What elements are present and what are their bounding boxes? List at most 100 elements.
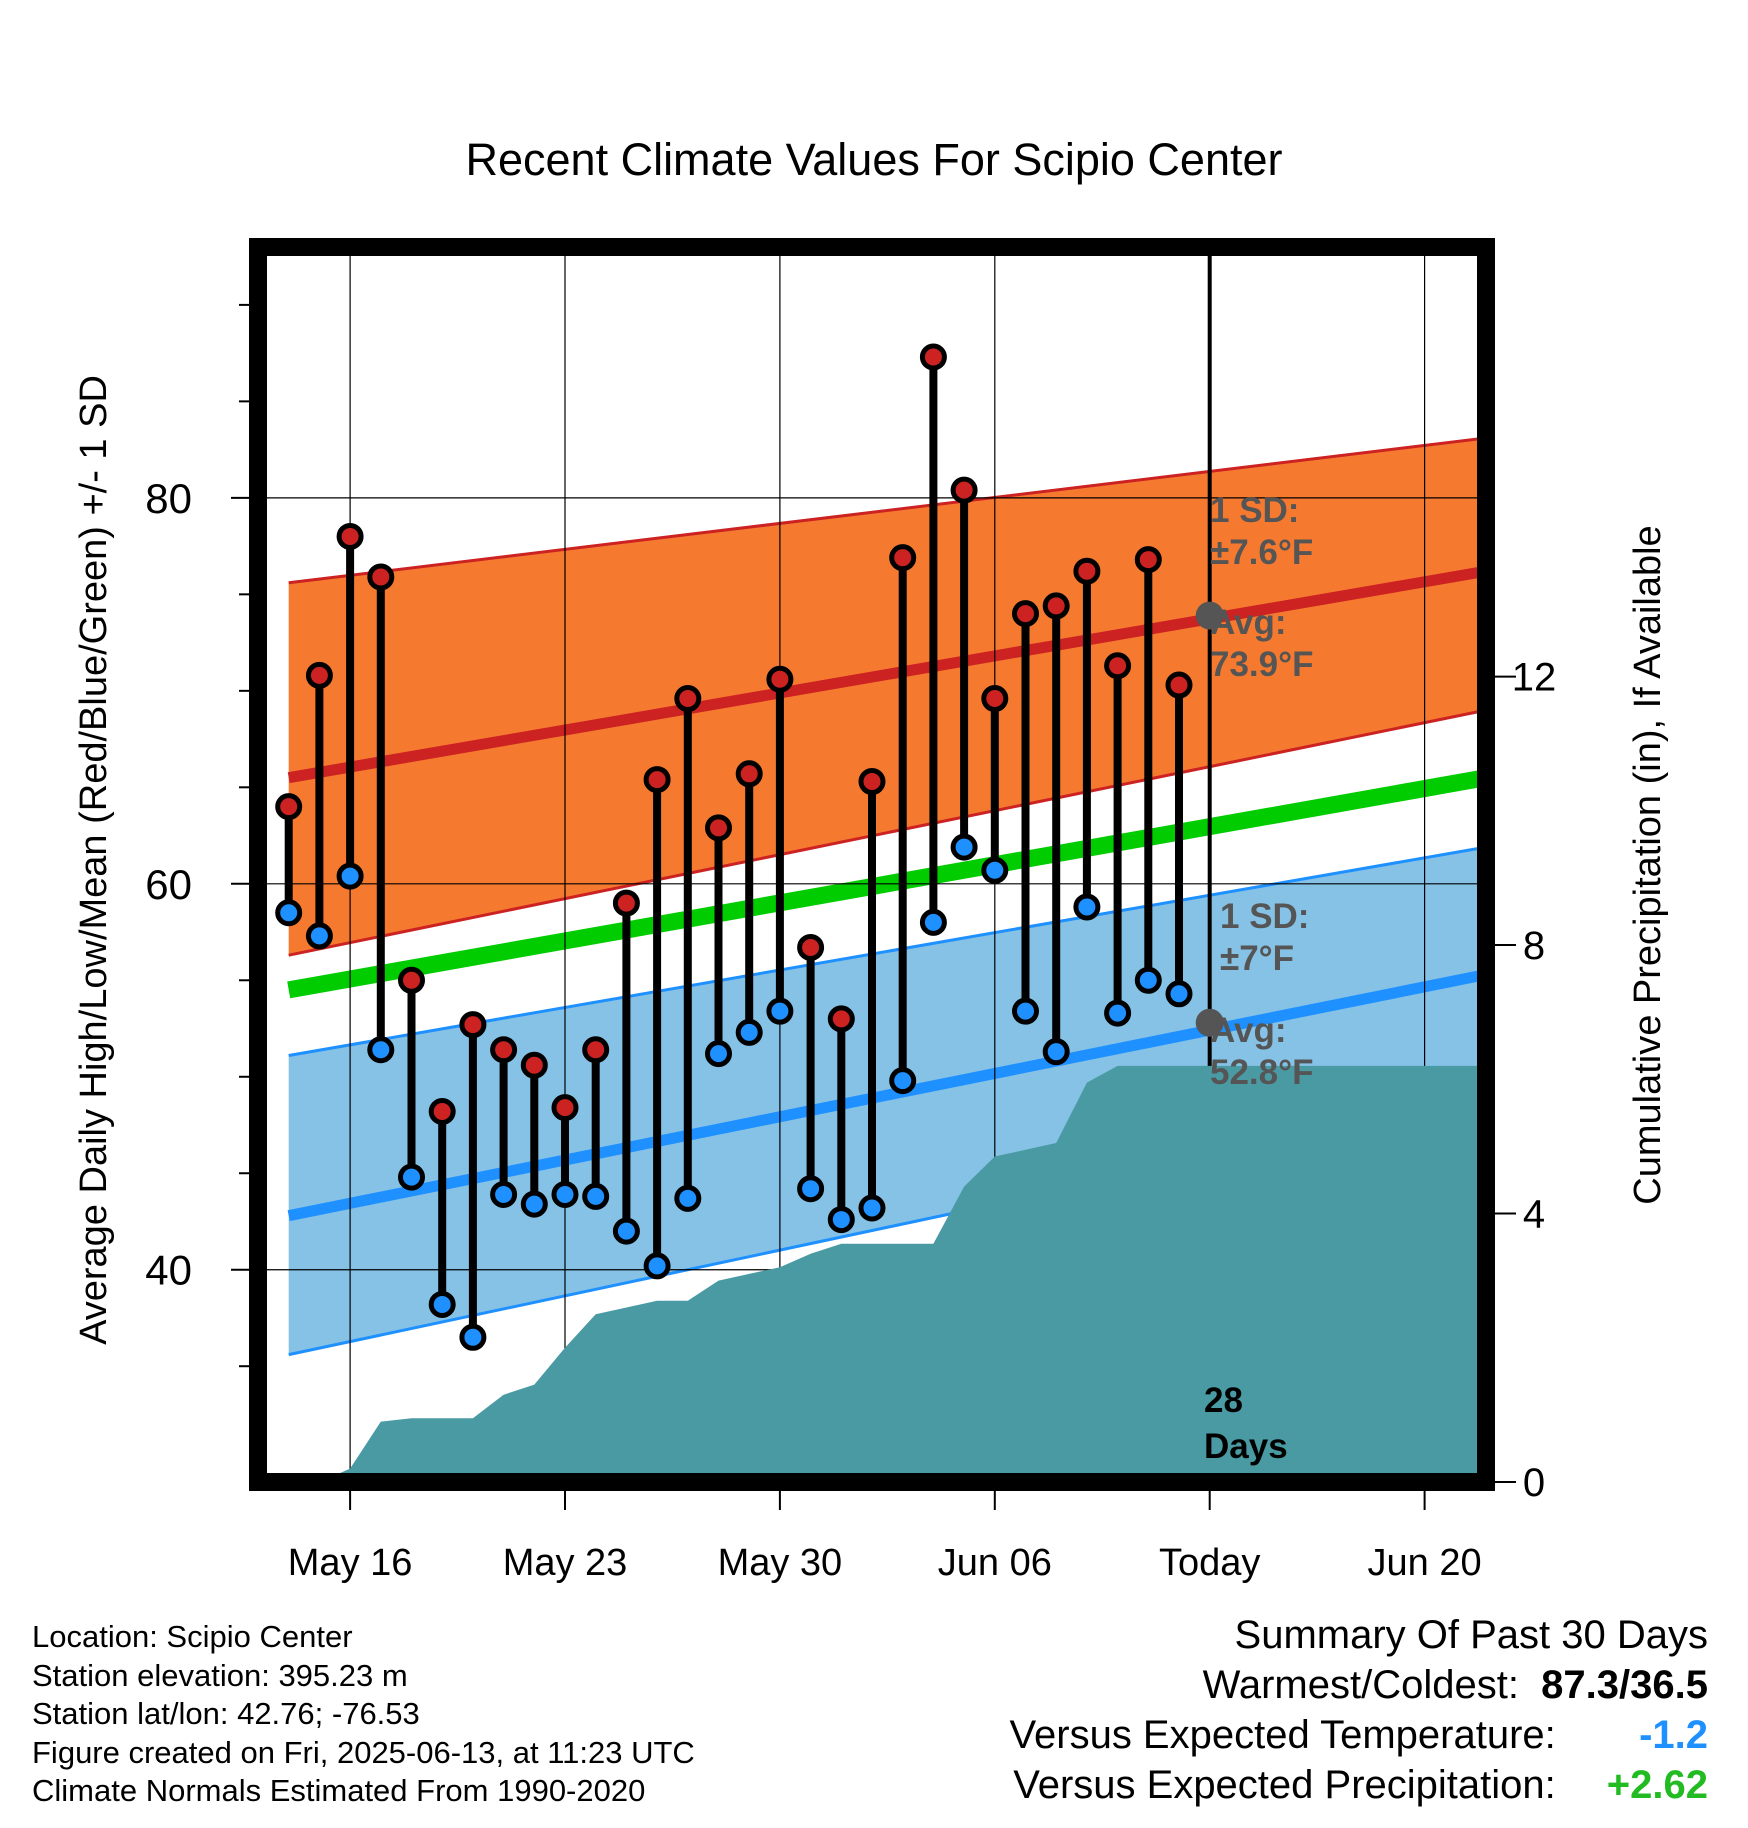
low-sd-band: [288, 847, 1487, 1355]
x-axis-label: Day: [840, 1607, 908, 1610]
low-point: [735, 1018, 763, 1046]
high-point: [367, 563, 395, 591]
low-point: [551, 1180, 579, 1208]
low-point: [490, 1180, 518, 1208]
precip-departure-label: Versus Expected Precipitation:: [1013, 1763, 1556, 1807]
high-point: [827, 1005, 855, 1033]
high-point: [1165, 671, 1193, 699]
latlon-text: Station lat/lon: 42.76; -76.53: [32, 1696, 420, 1731]
y-axis-label: Average Daily High/Low/Mean (Red/Blue/Gr…: [73, 375, 115, 1345]
summary-warm-cold-row: Warmest/Coldest: 87.3/36.5: [1010, 1660, 1708, 1710]
low-point: [674, 1184, 702, 1212]
low-point: [1104, 999, 1132, 1027]
summary-panel: Summary Of Past 30 Days Warmest/Coldest:…: [1010, 1610, 1708, 1810]
low-point: [827, 1206, 855, 1234]
plot-frame: [249, 238, 1495, 1491]
x-tick-label: May 23: [503, 1542, 628, 1584]
high-point: [1073, 557, 1101, 585]
low-avg-title: Avg:: [1210, 1011, 1286, 1050]
high-point: [981, 685, 1009, 713]
low-point: [643, 1252, 671, 1280]
warm-cold-label: Warmest/Coldest:: [1202, 1663, 1519, 1707]
summary-temp-row: Versus Expected Temperature: -1.2: [1010, 1710, 1708, 1760]
high-sd-upper-line: [288, 436, 1487, 585]
summary-title: Summary Of Past 30 Days: [1234, 1613, 1708, 1657]
low-point: [336, 862, 364, 890]
low-point: [582, 1182, 610, 1210]
x-tick-label: May 16: [288, 1542, 413, 1584]
x-tick-label: Jun 06: [938, 1542, 1052, 1584]
low-avg-marker: [1195, 1008, 1224, 1037]
y-tick-label: 80: [145, 475, 192, 522]
high-point: [582, 1036, 610, 1064]
low-point: [428, 1290, 456, 1318]
high-sd-value: ±7.6°F: [1210, 533, 1313, 572]
low-point: [459, 1323, 487, 1351]
high-point: [919, 343, 947, 371]
high-point: [1104, 652, 1132, 680]
temp-departure-value: -1.2: [1639, 1713, 1708, 1757]
low-point: [1134, 966, 1162, 994]
high-point: [950, 476, 978, 504]
high-point: [612, 889, 640, 917]
precip-departure-value: +2.62: [1606, 1763, 1708, 1807]
low-point: [1073, 893, 1101, 921]
high-point: [766, 665, 794, 693]
high-point: [459, 1011, 487, 1039]
high-point: [797, 933, 825, 961]
chart-title: Recent Climate Values For Scipio Center: [465, 134, 1282, 185]
x-tick-label: Today: [1159, 1542, 1260, 1584]
low-point: [950, 833, 978, 861]
low-point: [797, 1175, 825, 1203]
high-point: [858, 768, 886, 796]
low-sd-value: ±7°F: [1220, 939, 1294, 978]
elevation-text: Station elevation: 395.23 m: [32, 1657, 408, 1693]
high-point: [336, 522, 364, 550]
high-point: [735, 760, 763, 788]
high-avg-marker: [1195, 601, 1224, 630]
station-info: Location: Scipio Center Station elevatio…: [32, 1618, 695, 1811]
low-point: [305, 922, 333, 950]
low-point: [1042, 1038, 1070, 1066]
normals-text: Climate Normals Estimated From 1990-2020: [32, 1773, 646, 1808]
low-point: [705, 1040, 732, 1068]
high-avg-title: Avg:: [1210, 603, 1286, 642]
temp-departure-label: Versus Expected Temperature:: [1009, 1713, 1556, 1757]
high-average-line: [287, 565, 1487, 784]
high-point: [643, 766, 671, 794]
cumulative-precip-area: [258, 1065, 1486, 1482]
high-point: [275, 793, 303, 821]
summary-precip-row: Versus Expected Precipitation: +2.62: [1010, 1760, 1708, 1810]
low-point: [889, 1067, 917, 1095]
high-point: [428, 1098, 456, 1125]
y2-tick-label: 12: [1512, 656, 1557, 700]
low-average-line: [287, 969, 1488, 1222]
low-point: [520, 1190, 548, 1218]
low-point: [398, 1163, 425, 1191]
low-point: [981, 856, 1009, 884]
high-point: [305, 661, 333, 689]
high-sd-lower-line: [288, 708, 1487, 957]
high-sd-title: 1 SD:: [1210, 491, 1299, 530]
high-point: [520, 1051, 548, 1079]
high-point: [551, 1094, 579, 1122]
low-point: [919, 908, 947, 936]
today-days-unit: Days: [1204, 1427, 1288, 1466]
low-point: [275, 899, 303, 927]
y2-tick-label: 0: [1523, 1461, 1545, 1505]
high-avg-value: 73.9°F: [1210, 645, 1314, 684]
high-point: [705, 814, 732, 842]
location-text: Location: Scipio Center: [32, 1619, 353, 1654]
high-point: [674, 685, 702, 713]
y2-axis-label: Cumulative Precipitation (in), If Availa…: [1627, 525, 1669, 1204]
y-tick-label: 60: [145, 861, 192, 908]
created-text: Figure created on Fri, 2025-06-13, at 11…: [32, 1734, 695, 1770]
low-point: [766, 997, 794, 1025]
low-sd-upper-line: [288, 845, 1487, 1058]
y2-tick-label: 8: [1523, 924, 1545, 968]
y-tick-label: 40: [145, 1247, 192, 1294]
high-point: [1012, 600, 1039, 628]
low-point: [1165, 980, 1193, 1008]
high-point: [889, 544, 917, 572]
